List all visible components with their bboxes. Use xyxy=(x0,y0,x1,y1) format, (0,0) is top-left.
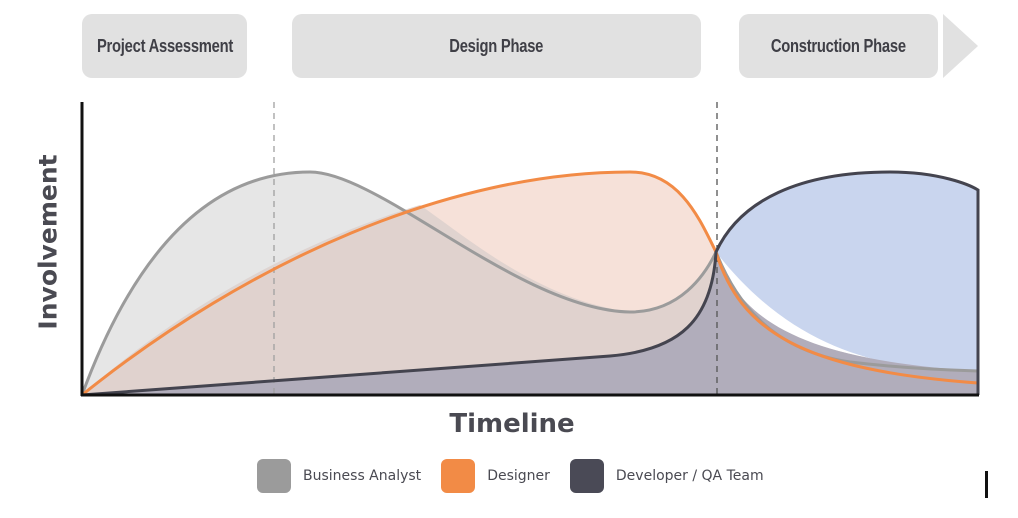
legend-item-business-analyst: Business Analyst xyxy=(257,459,421,493)
legend-item-designer: Designer xyxy=(441,459,550,493)
legend-swatch xyxy=(569,459,604,493)
phase-label: Design Phase xyxy=(449,35,544,56)
construction-area xyxy=(716,172,978,371)
business-analyst-line xyxy=(80,170,979,396)
x-axis-label: Timeline xyxy=(449,409,575,439)
phase-project-assessment: Project Assessment xyxy=(82,14,247,78)
legend-item-developer: Developer / QA Team xyxy=(569,459,764,493)
legend-swatch xyxy=(441,459,476,493)
legend-label: Developer / QA Team xyxy=(615,468,764,484)
timeline-arrow-icon xyxy=(943,14,978,78)
legend: Business Analyst Designer Developer / QA… xyxy=(257,459,784,493)
legend-label: Business Analyst xyxy=(303,468,422,484)
designer-line xyxy=(81,170,979,397)
y-axis-label: Involvement xyxy=(33,154,63,330)
phase-label: Project Assessment xyxy=(96,35,233,56)
phase-label: Construction Phase xyxy=(771,35,906,56)
text-cursor xyxy=(985,471,988,498)
legend-label: Designer xyxy=(487,468,550,484)
phase-design: Design Phase xyxy=(292,14,701,78)
developer-area xyxy=(82,252,978,395)
phase-construction: Construction Phase xyxy=(739,14,938,78)
legend-swatch xyxy=(257,459,291,493)
developer-line xyxy=(81,170,980,397)
